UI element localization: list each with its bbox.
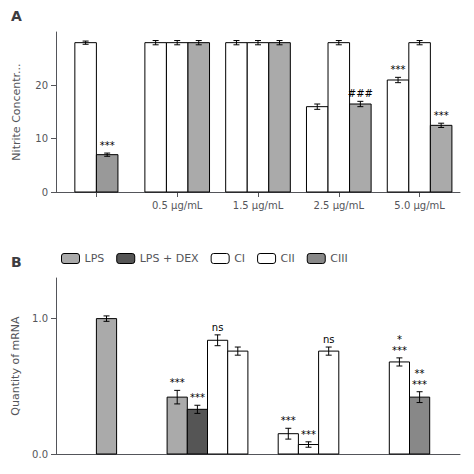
svg-text:0: 0 (42, 187, 48, 198)
svg-text:***: *** (391, 64, 406, 75)
svg-text:1.0: 1.0 (32, 313, 48, 324)
svg-text:***: *** (281, 415, 296, 426)
svg-text:LPS + DEX: LPS + DEX (140, 252, 199, 265)
svg-text:*: * (397, 334, 402, 345)
svg-text:Quantity of mRNA: Quantity of mRNA (9, 316, 22, 416)
svg-text:A: A (11, 8, 22, 24)
svg-text:CIII: CIII (330, 252, 347, 265)
svg-text:***: *** (190, 392, 205, 403)
svg-text:CII: CII (281, 252, 295, 265)
svg-text:2.5 µg/mL: 2.5 µg/mL (314, 200, 365, 211)
svg-text:***: *** (412, 379, 427, 390)
svg-text:***: *** (100, 140, 115, 151)
svg-text:***: *** (392, 345, 407, 356)
svg-text:***: *** (170, 377, 185, 388)
svg-text:B: B (11, 254, 22, 270)
svg-text:***: *** (434, 110, 449, 121)
svg-text:5.0 µg/mL: 5.0 µg/mL (394, 200, 445, 211)
svg-text:0.0: 0.0 (32, 449, 48, 460)
svg-text:###: ### (348, 88, 373, 99)
svg-text:ns: ns (212, 322, 224, 333)
svg-text:CI: CI (234, 252, 245, 265)
svg-text:1.5 µg/mL: 1.5 µg/mL (233, 200, 284, 211)
svg-text:***: *** (301, 429, 316, 440)
svg-text:ns: ns (323, 334, 335, 345)
svg-text:Nitrite Concentr...: Nitrite Concentr... (10, 63, 23, 160)
svg-text:10: 10 (35, 133, 48, 144)
svg-text:**: ** (415, 368, 425, 379)
svg-text:LPS: LPS (85, 252, 105, 265)
svg-text:20: 20 (35, 80, 48, 91)
svg-text:0.5 µg/mL: 0.5 µg/mL (152, 200, 203, 211)
